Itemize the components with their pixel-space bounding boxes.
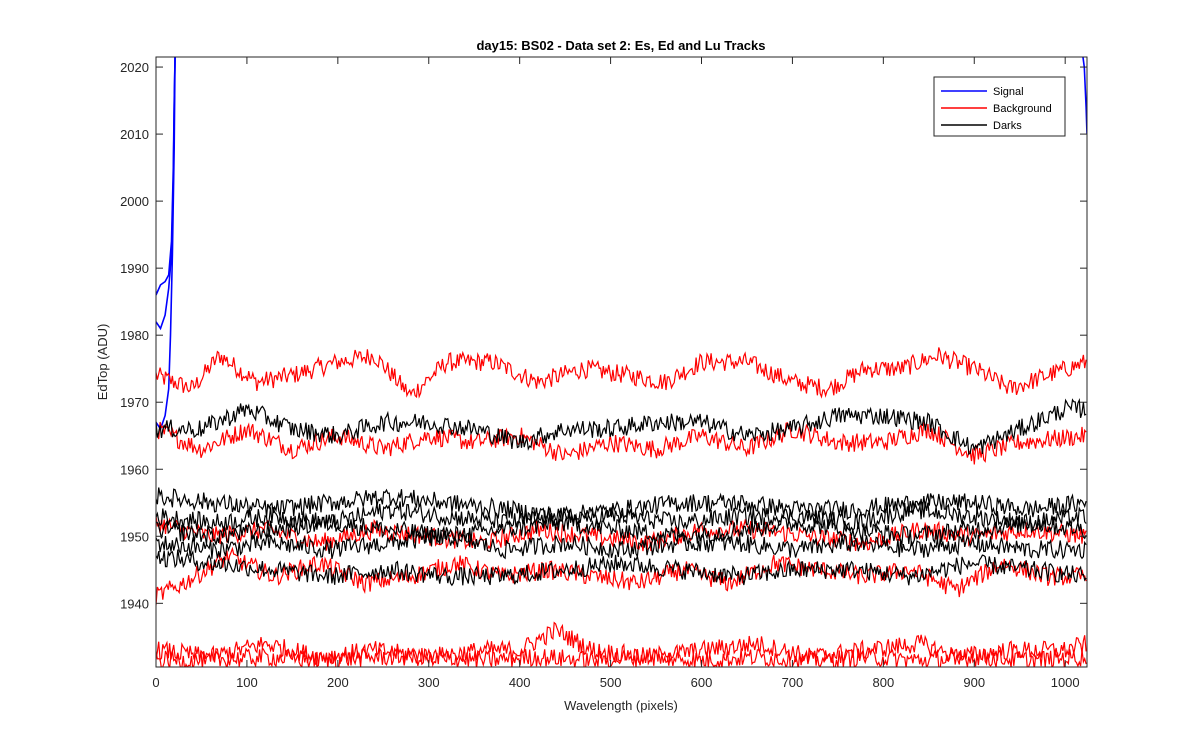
y-tick-label: 1990: [120, 261, 149, 276]
chart-title: day15: BS02 - Data set 2: Es, Ed and Lu …: [476, 38, 765, 53]
y-tick-label: 2010: [120, 127, 149, 142]
y-axis: 1940 1950 1960 1970 1980 1990 2000 2010 2020: [120, 60, 1087, 611]
series-line-background-9: [156, 646, 1087, 667]
x-tick-label: 400: [509, 675, 531, 690]
x-tick-label: 300: [418, 675, 440, 690]
x-tick-label: 600: [691, 675, 713, 690]
y-tick-label: 1980: [120, 328, 149, 343]
legend-label-background: Background: [993, 103, 1052, 115]
series-line-darks-10: [156, 397, 1087, 456]
x-tick-label: 100: [236, 675, 258, 690]
y-tick-label: 1950: [120, 529, 149, 544]
x-tick-label: 800: [872, 675, 894, 690]
legend-box: [933, 76, 1066, 137]
x-tick-label: 700: [782, 675, 804, 690]
y-tick-label: 2000: [120, 194, 149, 209]
series-line-background-4: [156, 347, 1087, 399]
x-tick-label: 500: [600, 675, 622, 690]
x-axis: 0 100 200 300 400 500 600 700 800 900 1000: [152, 57, 1080, 690]
y-tick-label: 2020: [120, 60, 149, 75]
plot-frame: [155, 56, 1088, 668]
y-tick-label: 1960: [120, 462, 149, 477]
legend-label-darks: Darks: [993, 120, 1022, 132]
series-line-background-5: [156, 421, 1087, 465]
series-line-darks-13: [156, 513, 1087, 547]
series-line-darks-14: [156, 549, 1087, 587]
series-line-darks-15: [156, 525, 1087, 560]
series-line-darks-11: [156, 487, 1087, 524]
x-tick-label: 0: [152, 675, 159, 690]
legend-label-signal: Signal: [993, 86, 1024, 98]
x-tick-label: 900: [963, 675, 985, 690]
y-tick-label: 1970: [120, 395, 149, 410]
y-tick-label: 1940: [120, 596, 149, 611]
y-axis-label: EdTop (ADU): [95, 324, 110, 401]
x-axis-label: Wavelength (pixels): [564, 698, 678, 713]
legend: Signal Background Darks: [933, 76, 1066, 137]
x-tick-label: 200: [327, 675, 349, 690]
x-tick-label: 1000: [1051, 675, 1080, 690]
series-layer: [156, 57, 1087, 667]
